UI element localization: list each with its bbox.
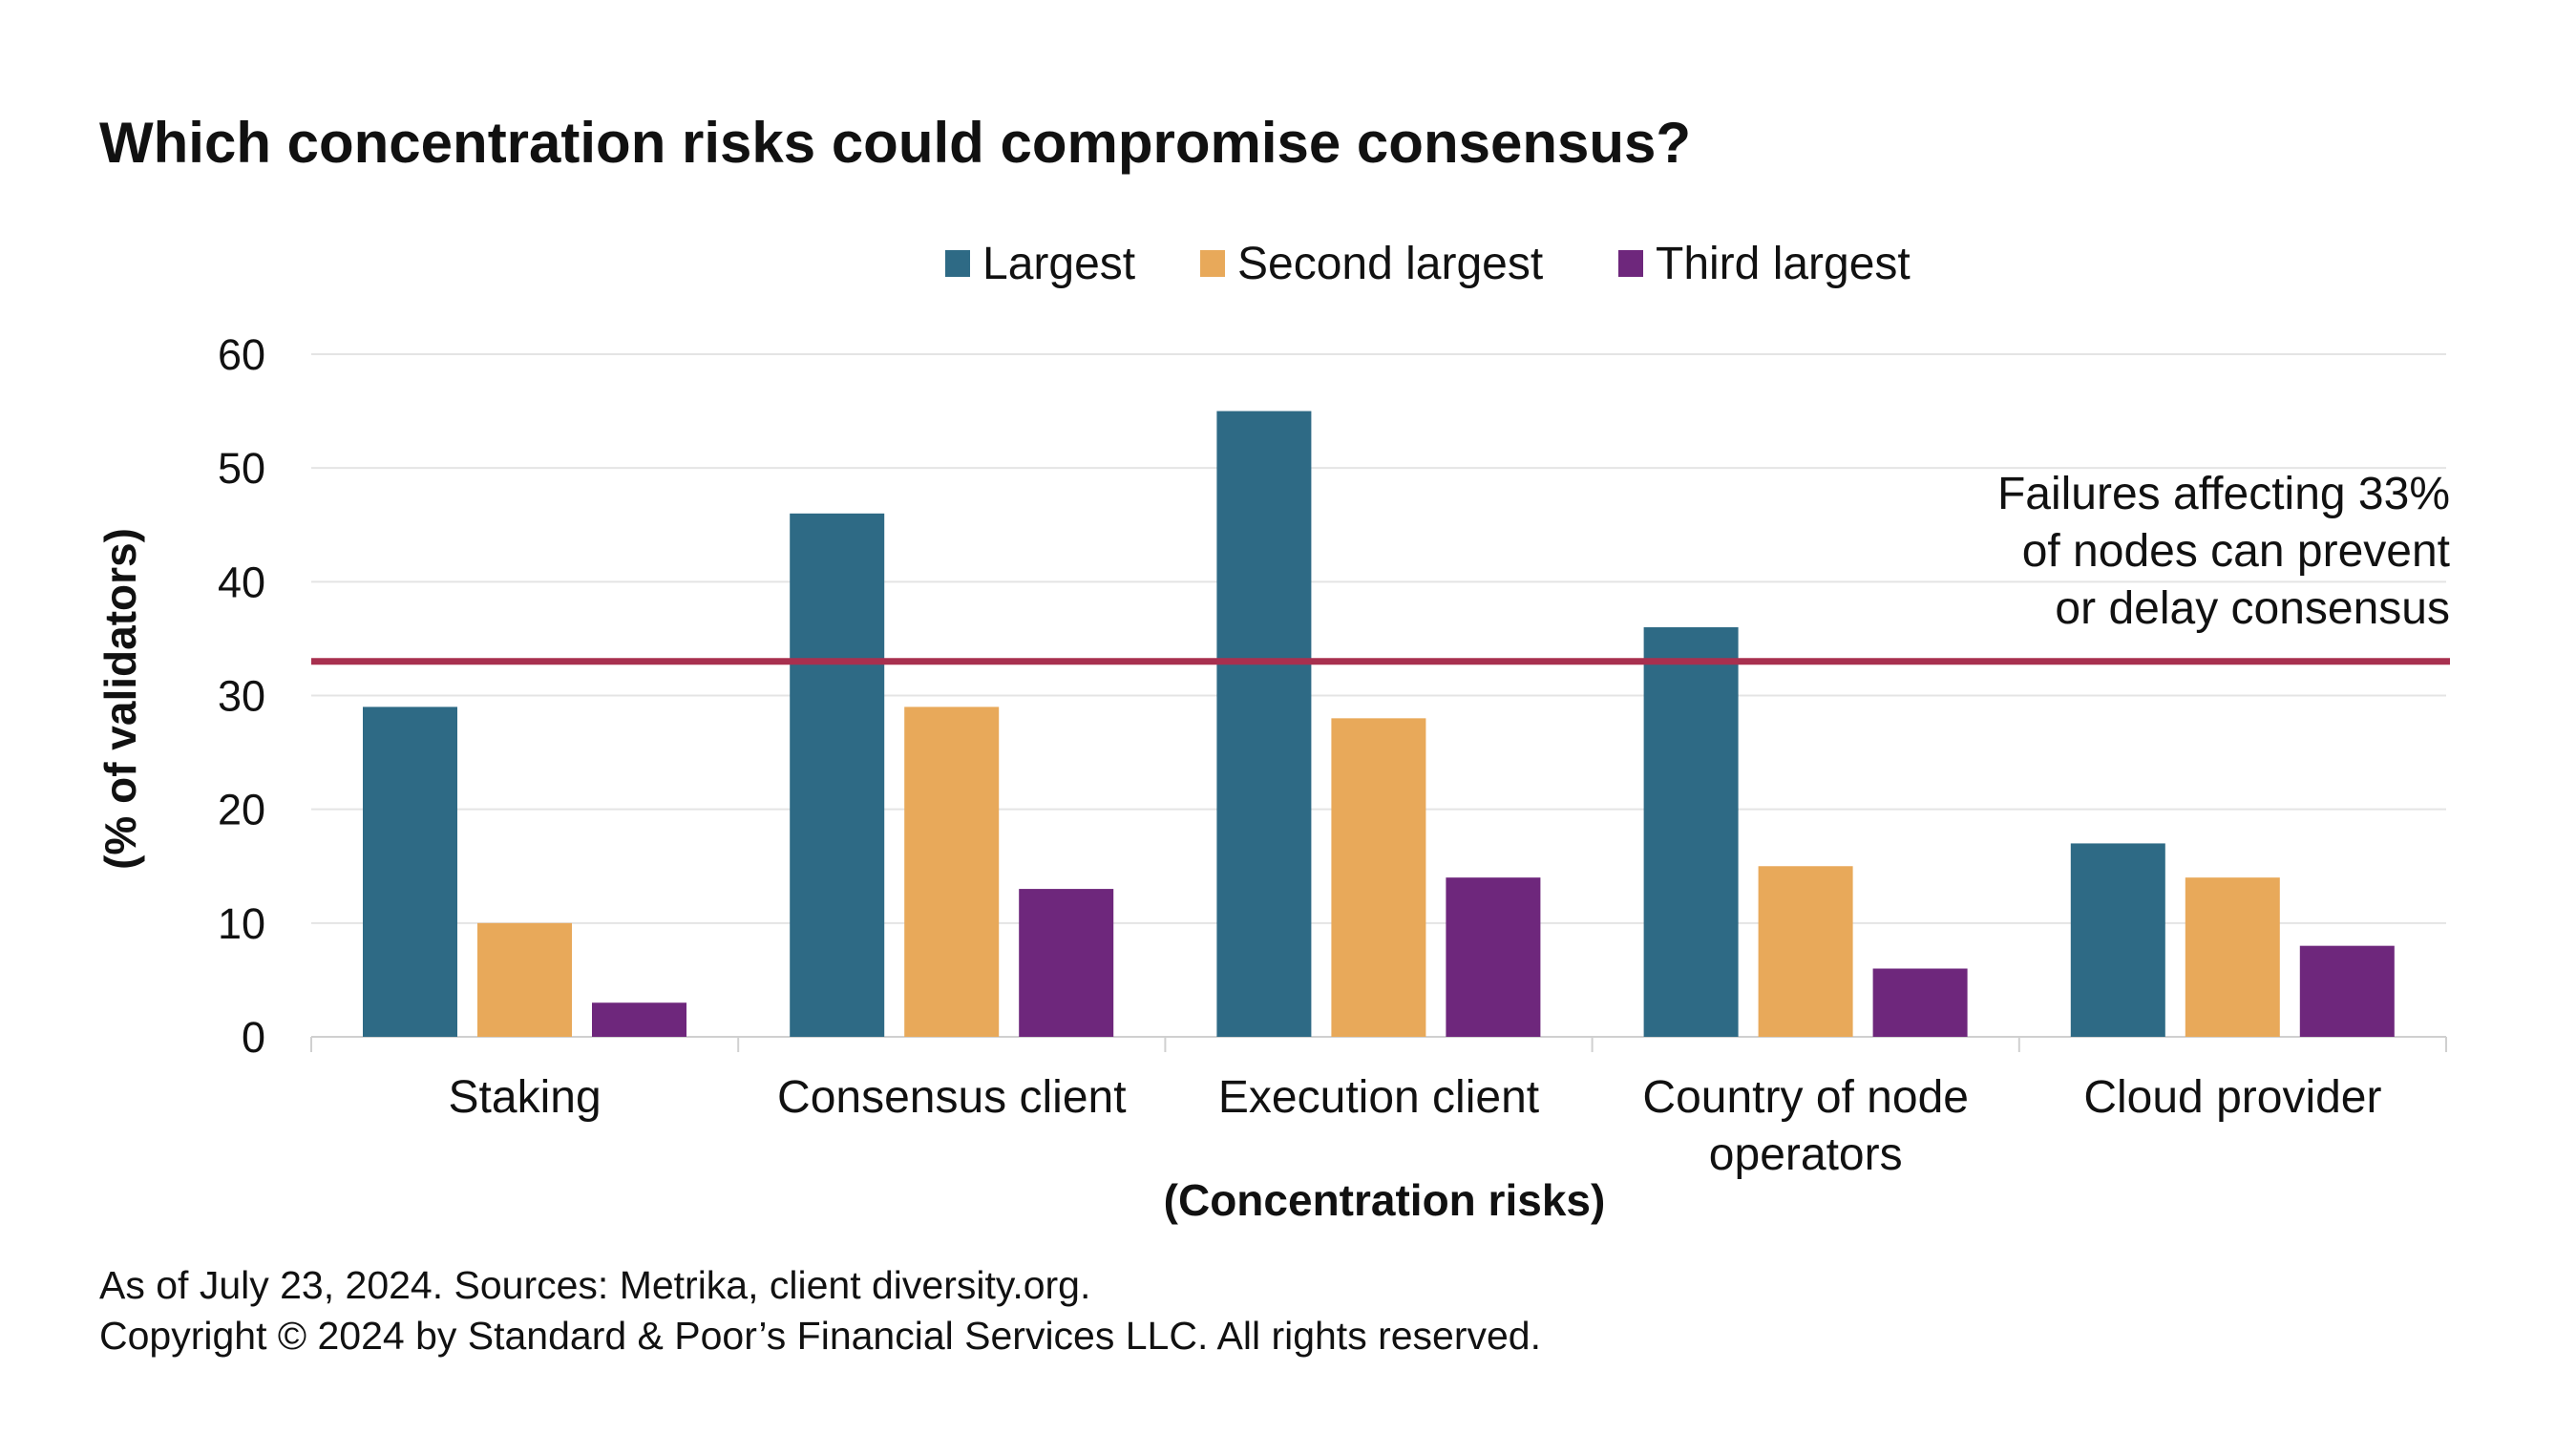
y-tick-label: 30 xyxy=(218,672,265,721)
y-tick-label: 20 xyxy=(218,786,265,834)
bar-third-largest xyxy=(1019,889,1114,1037)
bar-largest xyxy=(363,706,457,1037)
bar-second-largest xyxy=(904,706,1000,1037)
bar-second-largest xyxy=(2185,877,2280,1037)
chart-title: Which concentration risks could compromi… xyxy=(99,111,1691,175)
bar-largest xyxy=(2070,843,2165,1037)
bar-second-largest xyxy=(1758,866,1853,1037)
y-tick-label: 50 xyxy=(218,444,265,493)
reference-annotation-line: Failures affecting 33% xyxy=(1997,469,2450,519)
footnote-source: As of July 23, 2024. Sources: Metrika, c… xyxy=(99,1263,1090,1307)
reference-annotation-line: of nodes can prevent xyxy=(2022,526,2450,577)
footnote-copyright: Copyright © 2024 by Standard & Poor’s Fi… xyxy=(99,1314,1541,1358)
x-tick-label: Cloud provider xyxy=(2083,1072,2381,1123)
bar-third-largest xyxy=(1872,968,1968,1037)
reference-annotation-line: or delay consensus xyxy=(2055,583,2450,634)
legend-label: Largest xyxy=(982,239,1135,289)
y-tick-labels: 0 10 20 30 40 50 60 xyxy=(218,330,265,1062)
y-tick-label: 10 xyxy=(218,899,265,948)
x-axis-label: (Concentration risks) xyxy=(1164,1175,1606,1225)
legend-label: Third largest xyxy=(1656,239,1911,289)
y-tick-label: 60 xyxy=(218,330,265,379)
bar-third-largest xyxy=(2299,945,2395,1037)
x-axis: Staking Consensus client Execution client C… xyxy=(310,1037,2447,1180)
x-tick-label: Staking xyxy=(449,1072,602,1123)
legend-label: Second largest xyxy=(1237,239,1543,289)
bar-largest xyxy=(790,513,885,1037)
bar-second-largest xyxy=(477,922,572,1037)
y-tick-label: 40 xyxy=(218,558,265,606)
x-tick-label: Country of node operators xyxy=(1642,1072,1969,1180)
bar-third-largest xyxy=(592,1002,686,1037)
legend-swatch xyxy=(945,250,970,277)
x-tick-label: Execution client xyxy=(1218,1072,1539,1123)
bar-second-largest xyxy=(1331,718,1426,1037)
y-tick-label: 0 xyxy=(242,1013,265,1062)
bar-largest xyxy=(1643,627,1739,1037)
reference-line-group: Failures affecting 33% of nodes can preve… xyxy=(311,469,2450,665)
legend: Largest Second largest Third largest xyxy=(945,239,1911,289)
bars xyxy=(363,411,2395,1037)
legend-swatch xyxy=(1200,250,1225,277)
x-tick-label: Consensus client xyxy=(777,1072,1127,1123)
legend-swatch xyxy=(1618,250,1643,277)
bar-third-largest xyxy=(1446,877,1541,1037)
y-axis-label: (% of validators) xyxy=(95,528,145,870)
bar-largest xyxy=(1216,411,1312,1037)
